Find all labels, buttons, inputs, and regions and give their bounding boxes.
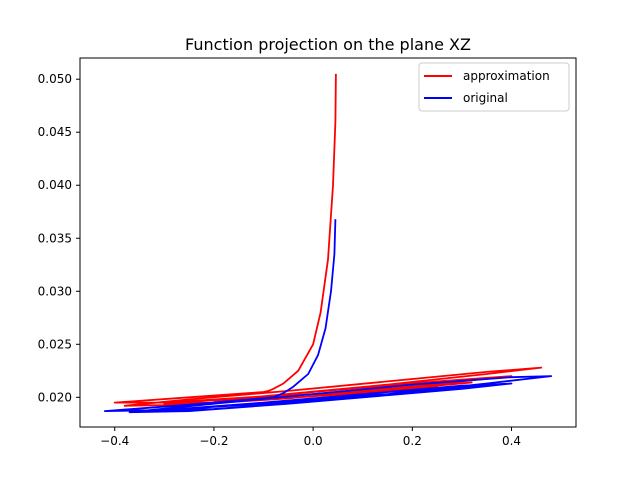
- x-tick-label: −0.2: [199, 434, 228, 448]
- series-line-approximation: [113, 73, 543, 407]
- y-tick-label: 0.025: [38, 337, 72, 351]
- axes-frame: [79, 57, 577, 428]
- y-tick-label: 0.045: [38, 125, 72, 139]
- series-line-original: [103, 219, 553, 414]
- chart-title: Function projection on the plane XZ: [185, 35, 471, 54]
- y-tick-label: 0.030: [38, 284, 72, 298]
- x-tick-label: 0.4: [502, 434, 521, 448]
- y-tick-label: 0.050: [38, 72, 72, 86]
- legend-label-approximation: approximation: [463, 69, 550, 83]
- x-tick-label: 0.2: [403, 434, 422, 448]
- plot-area: [103, 73, 553, 414]
- legend-box: [418, 62, 570, 112]
- legend-label-original: original: [463, 91, 508, 105]
- legend: approximation original: [418, 62, 570, 112]
- x-tick-label: 0.0: [304, 434, 323, 448]
- y-tick-label: 0.035: [38, 231, 72, 245]
- axes: −0.4 −0.2 0.0 0.2 0.4 0.020 0.025 0.030 0.035 0.0…: [38, 57, 577, 448]
- x-tick-label: −0.4: [100, 434, 129, 448]
- y-tick-label: 0.020: [38, 390, 72, 404]
- y-tick-label: 0.040: [38, 178, 72, 192]
